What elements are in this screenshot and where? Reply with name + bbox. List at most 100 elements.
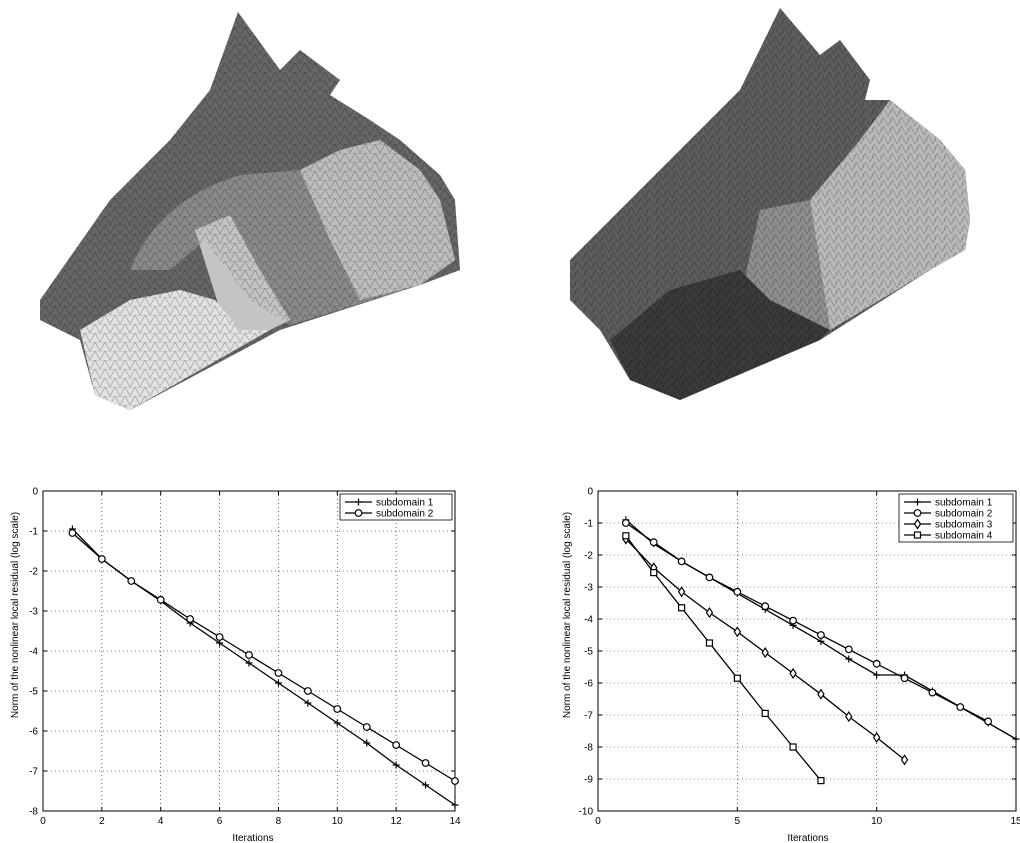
data-point [677,604,686,612]
mesh-body [570,8,970,400]
y-tick-label: -3 [584,583,593,594]
series-line [625,522,989,722]
x-axis-label: Iterations [232,833,273,843]
y-axis-label: Norm of the nonlinear local residual (lo… [10,512,21,718]
data-point [421,759,430,767]
legend-marker [914,498,921,506]
series-line [71,532,456,782]
y-tick-label: -5 [29,687,38,698]
x-tick-label: 15 [1010,816,1020,827]
y-tick-label: -5 [584,647,593,658]
x-tick-label: 10 [332,816,344,827]
mesh-3d-two-subdomains [40,12,460,410]
y-tick-label: -4 [29,647,38,658]
data-point [873,671,881,679]
y-tick-label: -6 [584,679,593,690]
x-tick-label: 12 [391,816,403,827]
data-point [392,741,401,749]
y-tick-label: -10 [579,807,594,818]
data-point [451,801,459,809]
data-point [817,637,825,645]
data-point [1012,735,1020,743]
y-tick-label: -6 [29,727,38,738]
legend-marker [913,509,922,517]
data-point [245,651,253,659]
mesh-body [40,12,460,410]
y-tick-label: 0 [587,487,593,498]
data-point [761,709,769,718]
data-point [68,529,77,537]
data-point [789,743,797,751]
data-point [333,705,342,713]
data-point [928,688,937,697]
data-point [872,731,881,743]
y-tick-label: -2 [584,551,593,562]
data-point [956,703,965,711]
data-point [451,777,459,785]
data-point [392,761,400,769]
x-axis-label: Iterations [787,833,828,843]
y-tick-label: -3 [29,607,38,618]
y-tick-label: -7 [29,767,38,778]
data-point [304,699,312,707]
legend-label: subdomain 2 [935,509,993,520]
data-point [844,645,853,654]
data-point [761,602,770,611]
data-point [733,674,741,682]
data-point [845,711,853,723]
legend-label: subdomain 3 [935,520,993,531]
data-point [900,754,909,766]
data-point [733,587,742,596]
data-point [733,626,742,638]
legend-label: subdomain 4 [935,531,993,542]
y-tick-label: -8 [29,807,38,818]
data-point [245,659,253,667]
data-point [156,595,165,604]
data-point [621,519,630,527]
data-point [677,586,686,598]
data-point [127,577,136,585]
data-point [845,655,853,663]
x-tick-label: 14 [449,816,461,827]
data-point [677,557,686,566]
data-point [215,633,224,641]
y-tick-label: -2 [29,567,38,578]
y-tick-label: -1 [584,519,593,530]
y-tick-label: -9 [584,775,593,786]
data-point [274,669,283,677]
x-tick-label: 10 [871,816,883,827]
mesh-3d-four-subdomains [570,8,970,400]
legend-marker [355,498,362,506]
data-point [984,717,993,726]
series-3 [622,533,909,766]
x-tick-label: 0 [595,816,601,827]
series-2 [621,519,993,726]
series-4 [622,532,825,785]
data-point [817,776,825,785]
data-point [761,647,769,659]
data-point [274,679,282,687]
legend-marker [354,509,363,517]
data-point [872,659,881,668]
y-tick-label: -4 [584,615,593,626]
data-point [817,631,825,639]
series-line [625,535,822,782]
data-point [789,616,797,625]
x-tick-label: 6 [217,816,223,827]
y-tick-label: 0 [32,487,38,498]
x-tick-label: 0 [40,816,46,827]
x-tick-label: 4 [158,816,164,827]
x-tick-label: 5 [735,816,741,827]
data-point [622,532,630,540]
data-point [705,607,714,619]
legend-marker [913,531,922,539]
y-tick-label: -8 [584,743,593,754]
plot-area: 0-1-2-3-4-5-6-7-8-9-100 5 10 15 [579,487,1020,828]
legend-label: subdomain 1 [376,498,434,509]
y-tick-label: -7 [584,711,593,722]
data-point [362,723,371,731]
data-point [363,739,371,747]
